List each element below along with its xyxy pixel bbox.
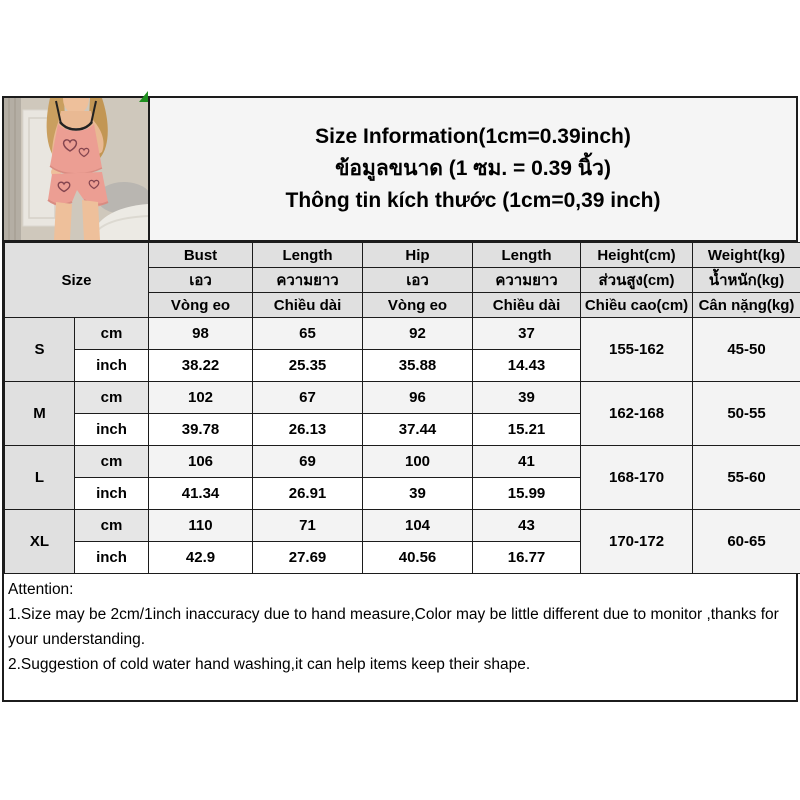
title-block: Size Information(1cm=0.39inch) ข้อมูลขนา…	[150, 98, 796, 240]
unit-label-cm: cm	[73, 381, 150, 414]
col-header-length1-en: Length	[252, 242, 364, 268]
unit-label-inch: inch	[73, 349, 150, 382]
row-m-inch: inch 39.78 26.13 37.44 15.21	[5, 413, 800, 446]
weight-range-l: 55-60	[692, 445, 800, 510]
col-header-length1-vi: Chiều dài	[252, 292, 364, 318]
bust-cm-s: 98	[148, 317, 254, 350]
title-vietnamese: Thông tin kích thước (1cm=0,39 inch)	[285, 189, 661, 213]
title-english: Size Information(1cm=0.39inch)	[315, 124, 631, 148]
col-header-weight-th: น้ำหนัก(kg)	[692, 267, 800, 293]
hip-cm-xl: 104	[362, 509, 474, 542]
unit-label-inch: inch	[73, 413, 150, 446]
length1-cm-l: 69	[252, 445, 364, 478]
title-thai: ข้อมูลขนาด (1 ซม. = 0.39 นิ้ว)	[335, 156, 611, 180]
size-table: Size Bust Length Hip Length Height(cm) W…	[3, 242, 800, 574]
unit-label-inch: inch	[73, 477, 150, 510]
size-label-l: L	[4, 445, 75, 510]
attention-note-1: 1.Size may be 2cm/1inch inaccuracy due t…	[8, 606, 779, 648]
pajama-model-illustration	[4, 98, 148, 240]
col-header-length1-th: ความยาว	[252, 267, 364, 293]
height-range-s: 155-162	[580, 317, 694, 382]
length2-cm-l: 41	[472, 445, 582, 478]
bust-cm-m: 102	[148, 381, 254, 414]
hip-cm-l: 100	[362, 445, 474, 478]
attention-block: Attention: 1.Size may be 2cm/1inch inacc…	[4, 574, 796, 677]
row-s-cm: S cm 98 65 92 37 155-162 45-50	[4, 317, 800, 382]
col-header-weight-en: Weight(kg)	[692, 242, 800, 268]
row-m-cm: M cm 102 67 96 39 162-168 50-55	[4, 381, 800, 446]
length1-cm-m: 67	[252, 381, 364, 414]
length1-inch-xl: 27.69	[252, 541, 364, 574]
col-header-height-vi: Chiều cao(cm)	[580, 292, 694, 318]
length2-inch-xl: 16.77	[472, 541, 582, 574]
col-header-height-en: Height(cm)	[580, 242, 694, 268]
hip-cm-s: 92	[362, 317, 474, 350]
col-header-bust-th: เอว	[148, 267, 254, 293]
bust-inch-m: 39.78	[148, 413, 254, 446]
col-header-hip-vi: Vòng eo	[362, 292, 474, 318]
bust-cm-l: 106	[148, 445, 254, 478]
row-xl-inch: inch 42.9 27.69 40.56 16.77	[5, 541, 800, 574]
content-box: Size Information(1cm=0.39inch) ข้อมูลขนา…	[2, 96, 800, 702]
size-label-s: S	[4, 317, 75, 382]
hip-inch-l: 39	[362, 477, 474, 510]
length1-inch-m: 26.13	[252, 413, 364, 446]
length2-inch-m: 15.21	[472, 413, 582, 446]
length1-cm-s: 65	[252, 317, 364, 350]
unit-label-cm: cm	[73, 317, 150, 350]
length2-cm-xl: 43	[472, 509, 582, 542]
size-label-m: M	[4, 381, 75, 446]
length1-inch-l: 26.91	[252, 477, 364, 510]
col-header-bust-vi: Vòng eo	[148, 292, 254, 318]
col-header-hip-th: เอว	[362, 267, 474, 293]
unit-label-cm: cm	[73, 445, 150, 478]
weight-range-m: 50-55	[692, 381, 800, 446]
col-header-height-th: ส่วนสูง(cm)	[580, 267, 694, 293]
bust-inch-l: 41.34	[148, 477, 254, 510]
header-row-vi: Vòng eo Chiều dài Vòng eo Chiều dài Chiề…	[5, 292, 800, 318]
hip-inch-m: 37.44	[362, 413, 474, 446]
length2-inch-s: 14.43	[472, 349, 582, 382]
attention-note-2: 2.Suggestion of cold water hand washing,…	[8, 656, 531, 673]
header-row-en: Size Bust Length Hip Length Height(cm) W…	[3, 242, 800, 318]
length2-cm-m: 39	[472, 381, 582, 414]
top-band: Size Information(1cm=0.39inch) ข้อมูลขนา…	[4, 98, 796, 242]
col-header-length2-th: ความยาว	[472, 267, 582, 293]
header-row-th: เอว ความยาว เอว ความยาว ส่วนสูง(cm) น้ำห…	[5, 267, 800, 293]
col-header-hip-en: Hip	[362, 242, 474, 268]
height-range-l: 168-170	[580, 445, 694, 510]
size-label-xl: XL	[4, 509, 75, 574]
unit-label-inch: inch	[73, 541, 150, 574]
hip-inch-s: 35.88	[362, 349, 474, 382]
bust-cm-xl: 110	[148, 509, 254, 542]
hip-cm-m: 96	[362, 381, 474, 414]
col-header-bust-en: Bust	[148, 242, 254, 268]
length1-cm-xl: 71	[252, 509, 364, 542]
weight-range-xl: 60-65	[692, 509, 800, 574]
length2-cm-s: 37	[472, 317, 582, 350]
size-header-cell: Size	[3, 242, 150, 318]
bust-inch-xl: 42.9	[148, 541, 254, 574]
hip-inch-xl: 40.56	[362, 541, 474, 574]
weight-range-s: 45-50	[692, 317, 800, 382]
row-l-inch: inch 41.34 26.91 39 15.99	[5, 477, 800, 510]
row-s-inch: inch 38.22 25.35 35.88 14.43	[5, 349, 800, 382]
row-l-cm: L cm 106 69 100 41 168-170 55-60	[4, 445, 800, 510]
attention-heading: Attention:	[8, 581, 74, 598]
unit-label-cm: cm	[73, 509, 150, 542]
col-header-length2-vi: Chiều dài	[472, 292, 582, 318]
green-corner-mark	[139, 89, 148, 102]
length1-inch-s: 25.35	[252, 349, 364, 382]
height-range-m: 162-168	[580, 381, 694, 446]
length2-inch-l: 15.99	[472, 477, 582, 510]
height-range-xl: 170-172	[580, 509, 694, 574]
col-header-length2-en: Length	[472, 242, 582, 268]
col-header-weight-vi: Cân nặng(kg)	[692, 292, 800, 318]
bust-inch-s: 38.22	[148, 349, 254, 382]
row-xl-cm: XL cm 110 71 104 43 170-172 60-65	[4, 509, 800, 574]
product-photo	[4, 98, 150, 240]
